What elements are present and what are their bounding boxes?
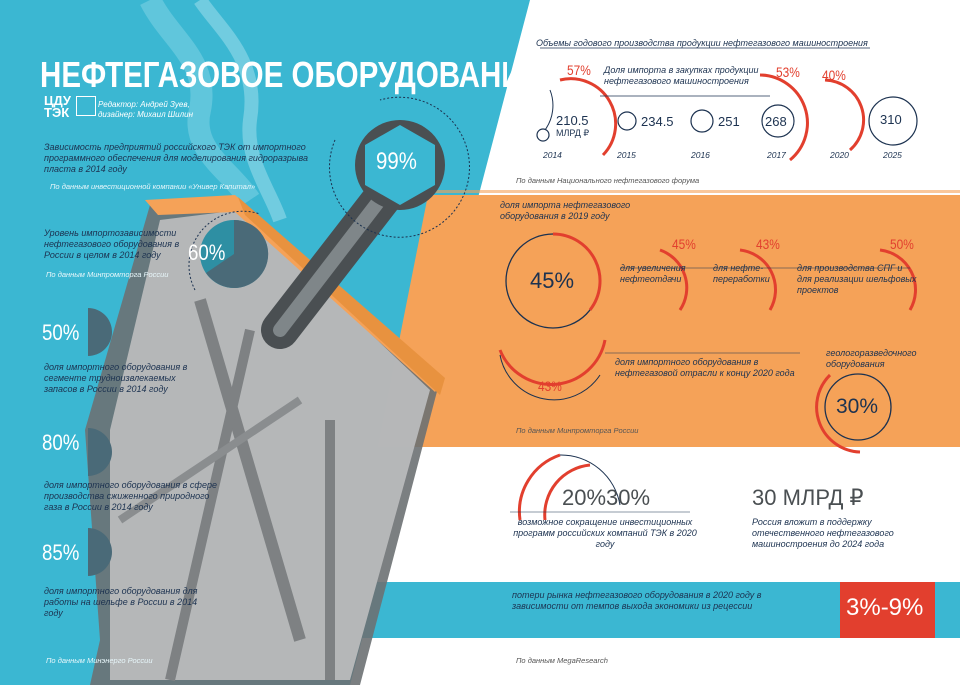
production-source: По данным Национального нефтегазового фо… [516, 176, 700, 185]
geo-text: геологоразведочного оборудования [826, 348, 917, 369]
import2019-source: По данным Минпромторга России [516, 426, 639, 435]
logo-line2: ТЭК [44, 105, 70, 120]
logo-grid-icon [76, 96, 96, 116]
page-title: НЕФТЕГАЗОВОЕ ОБОРУДОВАНИЕ [40, 54, 543, 95]
stat2-value: 60% [188, 240, 226, 265]
stat1-text: Зависимость предприятий российского ТЭК … [44, 142, 309, 174]
value-2016: 251 [718, 114, 740, 129]
import2019-title: доля импорта нефтегазового оборудования … [500, 200, 631, 221]
loss-text: потери рынка нефтегазового оборудования … [512, 590, 762, 611]
loss-source: По данным MegaResearch [516, 656, 608, 665]
loss-value: 3%-9% [846, 594, 924, 621]
import-share-label: Доля импорта в закупках продукции нефтег… [604, 65, 759, 86]
support-text: Россия вложит в поддержку отечественного… [752, 517, 894, 549]
stat3-text: доля импортного оборудования в сегменте … [44, 362, 188, 394]
credits-line2: дизайнер: Михаил Шилин [98, 110, 193, 119]
source-bottom: По данным Минэнерго России [46, 656, 153, 665]
stat2-source: По данным Минпромторга России [46, 270, 169, 279]
logo: ЦДУ ТЭК [44, 93, 72, 120]
item3-label: для производства СПГ и для реализации ше… [797, 263, 917, 295]
item3-value: 50% [890, 236, 914, 252]
value-2015: 234.5 [641, 114, 674, 129]
invest-value: 20%30% [562, 485, 651, 510]
import-2017: 53% [776, 64, 800, 80]
orange-band [378, 195, 960, 447]
stat1-value: 99% [376, 148, 417, 175]
item2-value: 43% [756, 236, 780, 252]
credits: Редактор: Андрей Зуев, дизайнер: Михаил … [98, 100, 193, 120]
geo-value: 30% [836, 395, 879, 418]
stat4-value: 80% [42, 430, 80, 455]
unit-label: МЛРД ₽ [556, 128, 590, 138]
item2-label: для нефте-переработки [713, 263, 770, 284]
value-2025: 310 [880, 112, 902, 127]
forecast-value: 43% [538, 378, 562, 394]
year-2016: 2016 [691, 150, 710, 160]
loss-box [840, 582, 935, 638]
forecast-text: доля импортного оборудования в нефтегазо… [615, 357, 795, 378]
year-2020: 2020 [830, 150, 849, 160]
stat5-text: доля импортного оборудования для работы … [44, 586, 198, 618]
year-2015: 2015 [617, 150, 636, 160]
invest-text: возможное сокращение инвестиционных прог… [513, 517, 697, 549]
credits-line1: Редактор: Андрей Зуев, [98, 100, 190, 109]
support-value: 30 МЛРД ₽ [752, 485, 864, 510]
stat3-value: 50% [42, 320, 80, 345]
value-2014: 210.5 [556, 113, 589, 128]
import-2014: 57% [567, 62, 591, 78]
year-2025: 2025 [883, 150, 902, 160]
item1-value: 45% [672, 236, 696, 252]
item1-label: для увеличения нефтеотдачи [620, 263, 686, 284]
year-2017: 2017 [767, 150, 786, 160]
import2019-total: 45% [530, 268, 575, 293]
stat4-text: доля импортного оборудования в сфере про… [44, 480, 217, 512]
stat1-source: По данным инвестиционной компании «Униве… [50, 182, 256, 191]
stat2-text: Уровень импортозависимости нефтегазового… [44, 228, 180, 260]
stat5-value: 85% [42, 540, 80, 565]
production-title: Объемы годового производства продукции н… [536, 38, 868, 48]
year-2014: 2014 [543, 150, 562, 160]
value-2017: 268 [765, 114, 787, 129]
logo-line1: ЦДУ [44, 93, 72, 108]
import-2020: 40% [822, 67, 846, 83]
